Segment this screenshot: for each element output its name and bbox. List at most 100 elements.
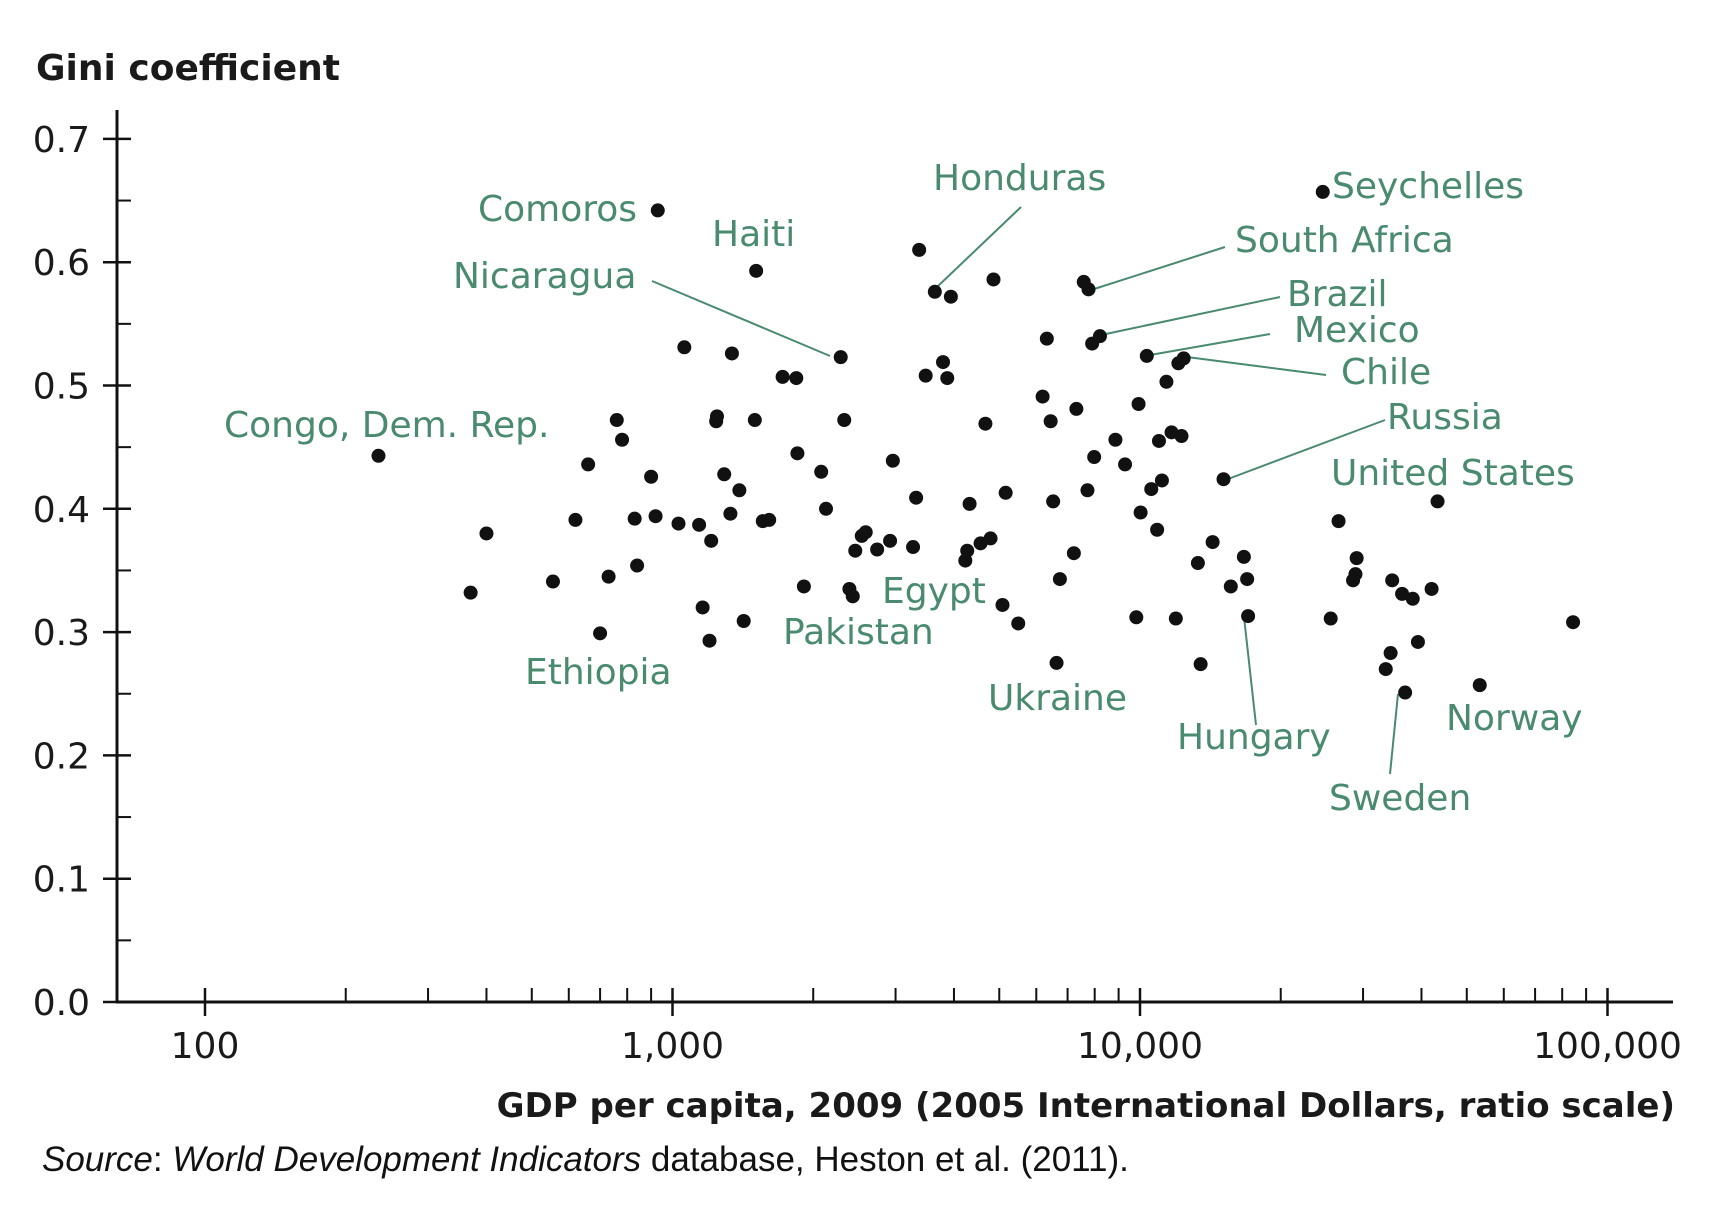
data-point — [1133, 505, 1148, 520]
data-point — [644, 469, 659, 484]
data-point — [1066, 546, 1081, 561]
data-point — [650, 203, 665, 218]
data-point — [912, 242, 927, 257]
annotation-label: Nicaragua — [453, 256, 636, 297]
annotation-label: Ethiopia — [525, 652, 672, 693]
data-point — [906, 540, 921, 555]
data-point — [1236, 549, 1251, 564]
data-point — [1168, 611, 1183, 626]
data-point — [883, 533, 898, 548]
data-point — [962, 496, 977, 511]
data-point — [845, 589, 860, 604]
data-point — [1472, 678, 1487, 693]
data-point — [609, 413, 624, 428]
annotation-leader-line — [1227, 419, 1386, 480]
data-point — [1395, 586, 1410, 601]
data-point — [1398, 685, 1413, 700]
source-database-title: World Development Indicators — [172, 1140, 642, 1179]
data-point — [723, 506, 738, 521]
annotation-leader-line — [1090, 246, 1226, 291]
data-point — [695, 600, 710, 615]
annotation-leader-line — [1149, 333, 1271, 356]
data-point — [479, 526, 494, 541]
data-point — [747, 413, 762, 428]
data-point — [995, 597, 1010, 612]
data-point — [1035, 389, 1050, 404]
annotation-label: Pakistan — [783, 612, 934, 653]
annotation-label: Hungary — [1177, 717, 1331, 758]
data-point — [709, 409, 724, 424]
data-point — [677, 340, 692, 355]
data-point — [1378, 662, 1393, 677]
data-point — [789, 371, 804, 386]
data-point — [1410, 634, 1425, 649]
data-point — [796, 579, 811, 594]
annotation-leader-line — [1186, 356, 1327, 376]
data-point — [692, 517, 707, 532]
data-point — [1046, 494, 1061, 509]
annotation-label: Seychelles — [1332, 166, 1524, 207]
annotation-label: United States — [1331, 453, 1575, 494]
annotation-leader-line — [1389, 693, 1399, 775]
data-point — [1108, 432, 1123, 447]
data-point — [814, 464, 829, 479]
data-point — [1405, 591, 1420, 606]
data-point — [630, 558, 645, 573]
data-point — [1043, 414, 1058, 429]
annotation-label: Norway — [1446, 698, 1583, 739]
data-point — [704, 533, 719, 548]
data-point — [627, 511, 642, 526]
annotation-label: Mexico — [1294, 310, 1420, 351]
annotation-leader-line — [1243, 616, 1257, 726]
data-point — [940, 371, 955, 386]
data-point — [1430, 494, 1445, 509]
data-point — [671, 516, 686, 531]
y-tick-label: 0.0 — [33, 983, 90, 1024]
data-point — [615, 432, 630, 447]
data-point — [545, 574, 560, 589]
x-tick-label: 100,000 — [1533, 1026, 1682, 1067]
data-point — [1150, 522, 1165, 537]
data-point — [581, 457, 596, 472]
y-tick-label: 0.3 — [33, 613, 90, 654]
x-tick-label: 100 — [171, 1026, 240, 1067]
data-point — [1205, 535, 1220, 550]
x-axis-label: GDP per capita, 2009 (2005 International… — [497, 1086, 1675, 1126]
data-point — [1348, 567, 1363, 582]
annotation-label: South Africa — [1235, 220, 1454, 261]
data-point — [936, 355, 951, 370]
data-point — [1193, 657, 1208, 672]
data-point — [1144, 482, 1159, 497]
data-point — [1154, 473, 1169, 488]
data-point — [1052, 572, 1067, 587]
data-point — [1323, 611, 1338, 626]
axes — [115, 110, 1673, 1004]
data-point — [819, 501, 834, 516]
data-point — [943, 289, 958, 304]
data-point — [885, 453, 900, 468]
annotation-label: Ukraine — [988, 678, 1127, 719]
data-point — [1159, 374, 1174, 389]
annotation-leader-line — [936, 206, 1022, 288]
y-tick-label: 0.7 — [33, 120, 90, 161]
source-rest: database, Heston et al. (2011). — [641, 1140, 1129, 1179]
data-point — [858, 525, 873, 540]
data-point — [1131, 396, 1146, 411]
annotation-label: Congo, Dem. Rep. — [224, 405, 549, 446]
x-tick-label: 10,000 — [1077, 1026, 1203, 1067]
data-point — [1223, 579, 1238, 594]
data-point — [593, 626, 608, 641]
source-label: Source — [42, 1140, 153, 1179]
data-point — [1176, 351, 1191, 366]
data-point — [371, 448, 386, 463]
annotation-label: Sweden — [1329, 778, 1471, 819]
data-point — [790, 446, 805, 461]
data-point — [870, 542, 885, 557]
data-point — [927, 284, 942, 299]
y-tick-label: 0.4 — [33, 490, 90, 531]
annotation-label: Haiti — [712, 214, 795, 255]
data-point — [1049, 655, 1064, 670]
data-point — [762, 512, 777, 527]
data-point — [978, 416, 993, 431]
